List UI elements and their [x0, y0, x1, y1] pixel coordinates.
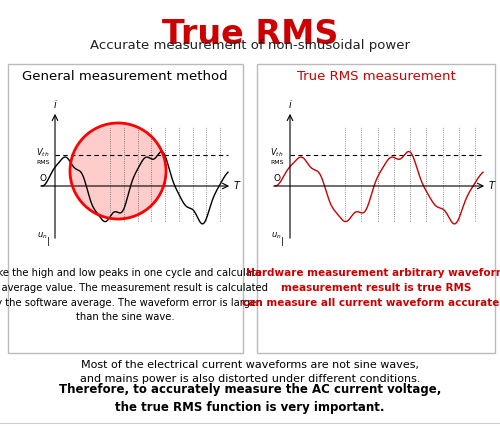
Text: |: | — [47, 238, 50, 247]
Text: True RMS measurement: True RMS measurement — [296, 70, 456, 83]
Text: Accurate measurement of non-sinusoidal power: Accurate measurement of non-sinusoidal p… — [90, 39, 410, 52]
Text: $V_{th}$: $V_{th}$ — [270, 147, 283, 159]
Text: Take the high and low peaks in one cycle and calculate
the average value. The me: Take the high and low peaks in one cycle… — [0, 268, 268, 322]
Text: $V_{th}$: $V_{th}$ — [36, 147, 50, 159]
Text: RMS: RMS — [36, 159, 50, 164]
FancyBboxPatch shape — [8, 64, 243, 353]
Text: True RMS: True RMS — [162, 18, 338, 51]
Text: General measurement method: General measurement method — [22, 70, 228, 83]
Text: O: O — [274, 174, 281, 183]
FancyBboxPatch shape — [257, 64, 495, 353]
Text: Hardware measurement arbitrary waveform
measurement result is true RMS
can measu: Hardware measurement arbitrary waveform … — [242, 268, 500, 308]
Text: i: i — [54, 100, 56, 110]
Text: i: i — [288, 100, 292, 110]
Text: RMS: RMS — [270, 159, 283, 164]
Circle shape — [70, 123, 166, 219]
Text: |: | — [281, 238, 284, 247]
Text: Therefore, to accurately measure the AC current voltage,
the true RMS function i: Therefore, to accurately measure the AC … — [59, 383, 441, 414]
Text: O: O — [40, 174, 47, 183]
Text: T: T — [489, 181, 495, 191]
Text: $u_n$: $u_n$ — [37, 231, 48, 241]
Text: Most of the electrical current waveforms are not sine waves,
and mains power is : Most of the electrical current waveforms… — [80, 360, 420, 384]
Text: T: T — [234, 181, 240, 191]
Text: $u_n$: $u_n$ — [271, 231, 281, 241]
